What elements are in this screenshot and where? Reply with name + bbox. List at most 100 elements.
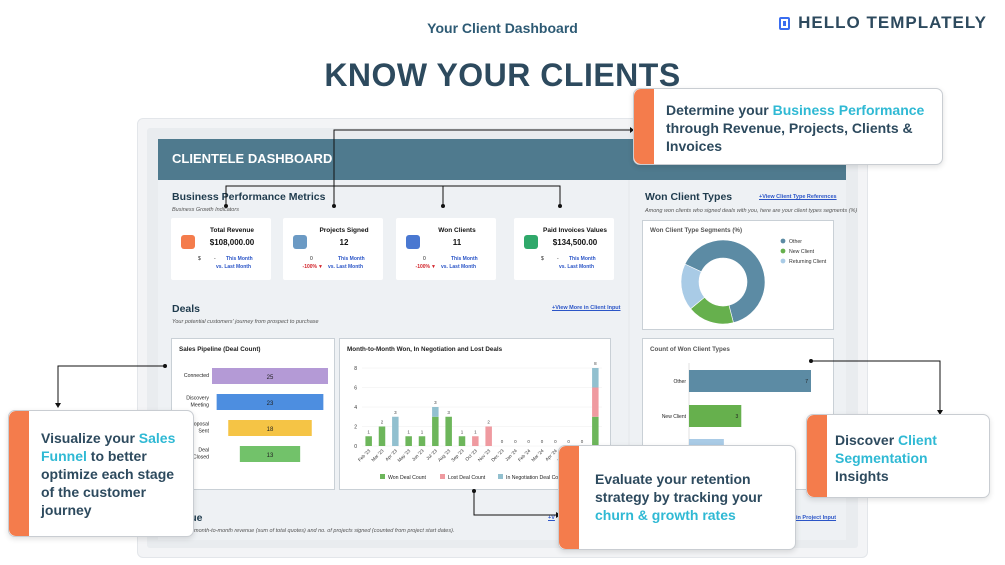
bar-total-label: 0 bbox=[567, 439, 570, 444]
project-input-link[interactable]: in Project Input bbox=[796, 515, 837, 521]
kpi-card: Projects Signed 12 0 This Month -100%▼ vs. La… bbox=[283, 218, 383, 280]
connector-business-arrow bbox=[630, 127, 634, 133]
connector-funnel bbox=[57, 365, 165, 403]
callout-sales-funnel: Visualize your Sales Funnel to better op… bbox=[8, 410, 194, 537]
kpi-title: Won Clients bbox=[438, 227, 476, 234]
deals-subtitle: Your potential customers' journey from p… bbox=[172, 319, 319, 325]
connector-funnel-arrow bbox=[55, 403, 61, 408]
callout-retention: Evaluate your retention strategy by trac… bbox=[558, 445, 796, 550]
connector-kpi-span bbox=[225, 185, 561, 205]
brand-logo-icon bbox=[779, 16, 791, 30]
legend-label: Other bbox=[789, 239, 802, 245]
connector-dot bbox=[332, 204, 336, 208]
bar-total-label: 1 bbox=[474, 429, 477, 434]
pipeline-bar bbox=[228, 420, 312, 436]
callout-text-part: Determine your bbox=[666, 102, 773, 118]
legend-swatch bbox=[440, 474, 445, 479]
callout-highlight: Sales Funnel bbox=[41, 430, 176, 464]
callout-business-text: Determine your Business Performance thro… bbox=[666, 101, 936, 155]
deal-bar bbox=[485, 426, 492, 446]
kpi-card: Total Revenue $108,000.00 $ - This Month vs. … bbox=[171, 218, 271, 280]
connector-segmentation-arrow bbox=[937, 410, 943, 415]
donut-slice bbox=[684, 239, 766, 324]
deal-bar bbox=[378, 426, 386, 446]
client-type-value: 7 bbox=[805, 379, 808, 385]
deal-bar bbox=[418, 436, 426, 446]
callout-text-part: Visualize your bbox=[41, 430, 139, 446]
brand[interactable]: HELLO TEMPLATELY bbox=[779, 13, 987, 33]
connector-dot bbox=[558, 204, 562, 208]
client-type-value: 3 bbox=[736, 414, 739, 420]
bar-total-label: 3 bbox=[394, 410, 397, 415]
bar-total-label: 0 bbox=[514, 439, 517, 444]
callout-highlight: churn & growth rates bbox=[595, 507, 736, 523]
revenue-link[interactable]: +V bbox=[548, 515, 555, 521]
view-client-input-link[interactable]: +View More in Client Input bbox=[552, 305, 621, 311]
bar-total-label: 0 bbox=[527, 439, 530, 444]
kpi-value: 11 bbox=[452, 238, 462, 247]
legend-swatch bbox=[380, 474, 385, 479]
callout-segmentation-text: Discover Client Segmentation Insights bbox=[835, 431, 985, 485]
kpi-compare-row: vs. Last Month bbox=[528, 264, 594, 270]
kpi-change-arrow-icon: ▼ bbox=[431, 264, 436, 270]
client-segments-donut: Other New Client Returning Client bbox=[680, 238, 827, 325]
kpi-period-value: 0 bbox=[423, 256, 426, 262]
revenue-subtitle: month-to-month revenue (sum of total quo… bbox=[194, 528, 455, 534]
y-tick-label: 8 bbox=[354, 366, 357, 372]
y-tick-label: 4 bbox=[354, 405, 357, 411]
pipeline-stage-label: Connected bbox=[184, 373, 209, 379]
deal-bar bbox=[592, 416, 599, 446]
pipeline-stage-label: Deal bbox=[198, 448, 209, 454]
kpi-compare-label: vs. Last Month bbox=[441, 264, 477, 270]
kpi-period-row: $ - This Month bbox=[541, 256, 596, 262]
kpi-compare-row: -100%▼ vs. Last Month bbox=[410, 264, 476, 270]
bar-total-label: 0 bbox=[541, 439, 544, 444]
connector-dot bbox=[472, 489, 476, 493]
kpi-period-delta: - bbox=[557, 256, 559, 262]
legend-swatch bbox=[780, 238, 786, 244]
deal-bar bbox=[445, 416, 452, 446]
callout-text-part: Evaluate your retention strategy by trac… bbox=[595, 471, 763, 505]
kpi-title: Paid Invoices Values bbox=[543, 227, 607, 234]
callout-business-performance: Determine your Business Performance thro… bbox=[633, 88, 943, 165]
bar-total-label: 3 bbox=[434, 400, 437, 405]
legend-label: Returning Client bbox=[789, 259, 827, 265]
connector-retention bbox=[473, 491, 556, 516]
deal-bar bbox=[592, 387, 599, 417]
client-type-label: Other bbox=[673, 379, 686, 385]
bar-total-label: 1 bbox=[421, 429, 424, 434]
bar-total-label: 2 bbox=[487, 420, 490, 425]
sales-pipeline-title: Sales Pipeline (Deal Count) bbox=[179, 346, 261, 353]
kpi-value: $134,500.00 bbox=[552, 238, 598, 247]
pipeline-value: 25 bbox=[267, 375, 274, 381]
kpi-compare-row: -100%▼ vs. Last Month bbox=[297, 264, 363, 270]
deal-bar bbox=[365, 436, 372, 446]
callout-accent bbox=[634, 89, 654, 164]
callout-funnel-text: Visualize your Sales Funnel to better op… bbox=[41, 429, 191, 519]
kpi-value: $108,000.00 bbox=[209, 238, 255, 247]
contract-icon bbox=[293, 235, 307, 249]
client-type-references-link[interactable]: +View Client Type References bbox=[759, 194, 837, 200]
kpi-period-row: 0 This Month bbox=[310, 256, 365, 262]
business-metrics-subtitle: Business Growth Indicators bbox=[172, 207, 239, 213]
deal-bar bbox=[432, 416, 439, 446]
bar-total-label: 1 bbox=[461, 429, 464, 434]
sales-pipeline-card: Sales Pipeline (Deal Count) 25 Connected 2… bbox=[171, 338, 335, 490]
hero-title: KNOW YOUR CLIENTS bbox=[324, 57, 681, 93]
kpi-period-label: This Month bbox=[569, 256, 596, 262]
bar-total-label: 0 bbox=[581, 439, 584, 444]
deal-bar bbox=[432, 407, 439, 417]
legend-label: New Client bbox=[789, 249, 815, 255]
callout-retention-text: Evaluate your retention strategy by trac… bbox=[595, 470, 791, 524]
pipeline-bar bbox=[212, 368, 328, 384]
people-icon bbox=[406, 235, 420, 249]
callout-text-part: to better optimize each stage of the cus… bbox=[41, 448, 175, 518]
business-metrics-title: Business Performance Metrics bbox=[172, 191, 326, 203]
callout-accent bbox=[9, 411, 29, 536]
bar-total-label: 3 bbox=[447, 410, 450, 415]
kpi-compare-label: vs. Last Month bbox=[216, 264, 252, 270]
callout-text-part: through Revenue, Projects, Clients & Inv… bbox=[666, 120, 913, 154]
kpi-change-percent: -100% bbox=[415, 264, 430, 270]
deals-title: Deals bbox=[172, 303, 201, 315]
